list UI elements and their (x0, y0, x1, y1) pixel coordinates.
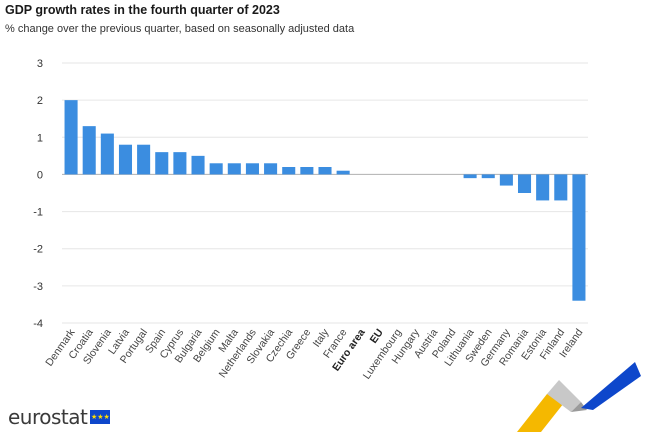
bar-slovakia[interactable] (264, 163, 278, 175)
bar-chart: 3210-1-2-3-4DenmarkCroatiaSloveniaLatvia… (33, 58, 588, 382)
y-tick-label: 3 (37, 58, 43, 70)
bar-czechia[interactable] (282, 167, 296, 175)
bar-bulgaria[interactable] (191, 155, 205, 175)
bar-romania[interactable] (517, 174, 532, 193)
bar-latvia[interactable] (118, 144, 133, 175)
y-tick-label: 1 (37, 132, 43, 144)
y-tick-label: 0 (37, 169, 43, 181)
y-tick-label: -4 (33, 318, 43, 330)
bar-belgium[interactable] (209, 163, 223, 175)
bar-slovenia[interactable] (100, 133, 114, 175)
bar-ireland[interactable] (572, 174, 586, 301)
y-tick-label: -3 (33, 281, 43, 293)
y-tick-label: -1 (33, 207, 43, 219)
bar-croatia[interactable] (82, 126, 96, 175)
y-tick-label: 2 (37, 95, 43, 107)
bar-netherlands[interactable] (245, 163, 259, 175)
decorative-ribbon-graphic (517, 362, 641, 432)
bar-cyprus[interactable] (173, 152, 187, 175)
chart-title: GDP growth rates in the fourth quarter o… (5, 3, 280, 17)
eu-flag-icon: ★★★ (90, 410, 111, 424)
bar-sweden[interactable] (481, 174, 495, 179)
bar-denmark[interactable] (64, 100, 78, 175)
eurostat-wordmark: eurostat (8, 405, 88, 429)
bar-france[interactable] (336, 170, 350, 175)
eurostat-logo[interactable]: eurostat ★★★ (8, 405, 111, 429)
bar-spain[interactable] (155, 152, 169, 175)
bar-greece[interactable] (300, 167, 314, 175)
bar-germany[interactable] (499, 174, 513, 186)
y-tick-label: -2 (33, 244, 43, 256)
bar-lithuania[interactable] (463, 174, 477, 179)
bar-finland[interactable] (554, 174, 568, 201)
bar-malta[interactable] (227, 163, 241, 175)
chart-subtitle: % change over the previous quarter, base… (5, 23, 355, 35)
bar-portugal[interactable] (137, 144, 151, 175)
bar-italy[interactable] (318, 167, 332, 175)
bar-estonia[interactable] (536, 174, 550, 201)
